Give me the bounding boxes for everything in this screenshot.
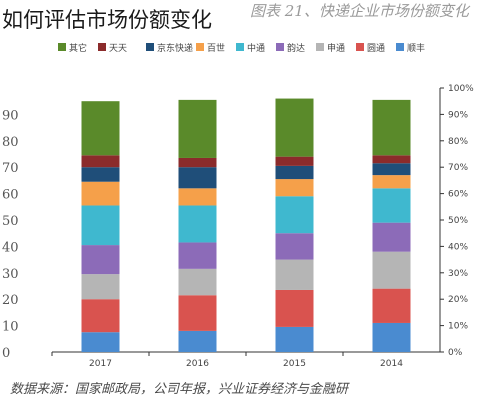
bar-segment-2017-4 [81, 245, 120, 275]
bar-segment-2017-7 [81, 167, 120, 182]
y-axis-left: 0 10 20 30 40 50 60 70 80 90 [2, 108, 19, 361]
legend-swatch-6 [196, 43, 204, 51]
bar-segment-2014-3 [372, 251, 411, 289]
bar-segment-2016-6 [178, 188, 217, 206]
legend-label-2: 圆通 [367, 43, 385, 54]
left-tick-label: 60 [2, 188, 19, 203]
legend-label-9: 其它 [69, 42, 87, 54]
bar-segment-2015-3 [275, 259, 314, 290]
x-tick-label: 2014 [380, 359, 403, 369]
x-tick-label: 2015 [283, 359, 306, 369]
legend: 其它 天天 京东快递 百世 中通 韵达 申通 圆通 顺丰 [58, 42, 425, 54]
bar-segment-2017-5 [81, 205, 120, 246]
bar-segment-2016-4 [178, 242, 217, 269]
legend-label-7: 京东快递 [157, 42, 193, 54]
y-tick-label: 20% [448, 295, 468, 305]
source-note: 数据来源：国家邮政局，公司年报，兴业证券经济与金融研 [10, 382, 349, 397]
bar-segment-2016-5 [178, 205, 217, 243]
left-tick-label: 0 [2, 346, 10, 361]
legend-swatch-7 [146, 43, 154, 51]
bar-segment-2016-9 [178, 99, 217, 158]
bar-segment-2014-6 [372, 175, 411, 189]
x-tick-label: 2017 [89, 359, 112, 369]
x-tick-label: 2016 [186, 359, 209, 369]
bar-segment-2016-2 [178, 295, 217, 331]
legend-swatch-8 [98, 43, 106, 51]
legend-swatch-5 [236, 43, 244, 51]
bar-segment-2016-1 [178, 330, 217, 352]
y-tick-label: 10% [448, 322, 468, 332]
legend-swatch-2 [356, 43, 364, 51]
chart-header-text: 图表 21、快递企业市场份额变化 [250, 2, 469, 20]
bar-segment-2016-8 [178, 157, 217, 168]
bar-segment-2015-7 [275, 165, 314, 180]
bar-segment-2017-2 [81, 299, 120, 333]
left-tick-label: 90 [2, 108, 19, 123]
legend-label-1: 顺丰 [407, 42, 425, 54]
bar-segment-2015-6 [275, 179, 314, 197]
y-tick-label: 100% [448, 84, 474, 94]
bar-segment-2015-9 [275, 98, 314, 157]
y-axis-right: 0% 10% 20% 30% 40% 50% 60% 70% 80% 90% 100% [439, 84, 474, 358]
legend-label-4: 韵达 [287, 42, 305, 54]
bar-segment-2017-1 [81, 332, 120, 352]
legend-label-5: 中通 [247, 42, 265, 54]
left-tick-label: 80 [2, 135, 19, 150]
left-tick-label: 70 [2, 161, 19, 176]
y-tick-label: 70% [448, 163, 468, 173]
page-title: 如何评估市场份额变化 [2, 4, 212, 34]
legend-swatch-9 [58, 43, 66, 51]
y-tick-label: 30% [448, 269, 468, 279]
bar-segment-2014-8 [372, 155, 411, 164]
left-tick-label: 20 [2, 293, 19, 308]
bar-segment-2015-1 [275, 326, 314, 352]
y-tick-label: 0% [448, 348, 463, 358]
bar-segment-2014-5 [372, 188, 411, 223]
bar-segment-2014-9 [372, 99, 411, 156]
bar-segment-2016-3 [178, 268, 217, 296]
bar-segment-2017-6 [81, 181, 120, 206]
left-tick-label: 10 [2, 320, 19, 335]
y-tick-label: 60% [448, 190, 468, 200]
left-tick-label: 30 [2, 267, 19, 282]
bar-segment-2014-7 [372, 163, 411, 176]
bar-segment-2017-3 [81, 274, 120, 300]
bar-segment-2015-8 [275, 156, 314, 166]
bar-segment-2014-4 [372, 222, 411, 252]
left-tick-label: 50 [2, 214, 19, 229]
bar-segment-2015-4 [275, 233, 314, 260]
y-tick-label: 40% [448, 242, 468, 252]
bar-segment-2016-7 [178, 167, 217, 189]
bar-segment-2017-9 [81, 101, 120, 156]
y-tick-label: 50% [448, 216, 468, 226]
y-tick-label: 80% [448, 137, 468, 147]
bar-segment-2017-8 [81, 155, 120, 168]
legend-label-3: 申通 [327, 42, 345, 54]
bar-segment-2014-1 [372, 322, 411, 352]
legend-swatch-1 [396, 43, 404, 51]
bar-segment-2015-2 [275, 289, 314, 327]
y-tick-label: 90% [448, 110, 468, 120]
legend-swatch-4 [276, 43, 284, 51]
legend-label-8: 天天 [109, 44, 127, 54]
bar-segment-2014-2 [372, 288, 411, 323]
legend-label-6: 百世 [207, 42, 225, 54]
left-tick-label: 40 [2, 240, 19, 255]
bar-segment-2015-5 [275, 196, 314, 234]
legend-swatch-3 [316, 43, 324, 51]
bars [81, 98, 411, 352]
